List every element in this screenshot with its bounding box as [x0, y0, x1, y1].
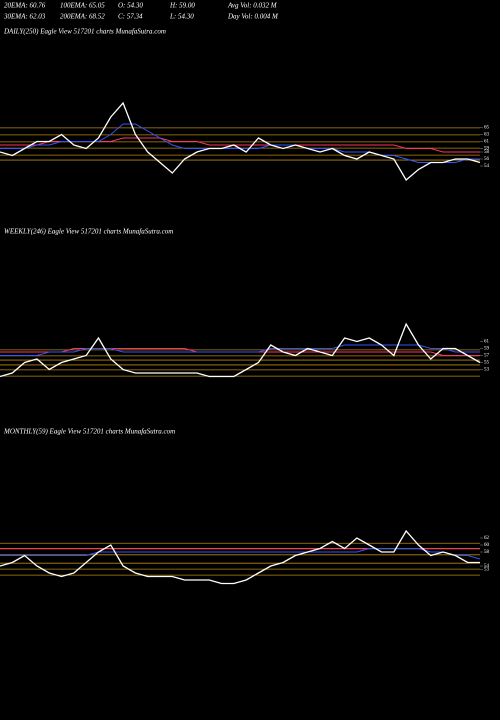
y-tick-label tick: 59 — [484, 347, 490, 352]
header-stat: C: 57.34 — [118, 13, 143, 21]
y-tick-label tick: 65 — [484, 126, 490, 131]
panel-title: MONTHLY(59) Eagle View 517201 charts Mun… — [3, 428, 175, 436]
series-line — [0, 548, 481, 560]
y-tick-label tick: 53 — [484, 568, 490, 573]
y-tick-label tick: 55 — [484, 361, 490, 366]
y-tick-label tick: 62 — [484, 536, 490, 541]
series-line — [0, 101, 481, 181]
panel-title: WEEKLY(246) Eagle View 517201 charts Mun… — [4, 228, 173, 236]
y-tick-label tick: 57 — [484, 354, 490, 359]
y-tick-label tick: 61 — [484, 340, 490, 345]
y-tick-label tick: 63 — [484, 133, 490, 138]
header-stat: L: 54.30 — [169, 13, 194, 21]
y-tick-label tick: 53 — [484, 368, 490, 373]
series-line — [0, 529, 480, 585]
y-tick-label tick: 58 — [484, 150, 490, 155]
y-tick-label tick: 59 — [484, 147, 490, 152]
series-line — [0, 322, 481, 378]
header-stat: H: 59.00 — [169, 2, 195, 10]
header-stat: 30EMA: 62.03 — [3, 13, 46, 21]
series-line — [0, 344, 480, 356]
y-tick-label tick: 60 — [484, 543, 490, 548]
y-tick-label tick: 54 — [484, 564, 490, 569]
header-stat: Day Vol: 0.004 M — [227, 13, 279, 21]
y-tick-label tick: 56 — [484, 157, 490, 162]
y-tick-label tick: 54 — [484, 164, 490, 169]
panel-title: DAILY(250) Eagle View 517201 charts Muna… — [3, 28, 166, 36]
header-stat: O: 54.30 — [118, 2, 143, 10]
y-tick-label tick: 58 — [484, 550, 490, 555]
y-tick-label tick: 61 — [484, 140, 490, 145]
header-stat: 100EMA: 65.05 — [60, 2, 105, 10]
header-stat: Avg Vol: 0.032 M — [227, 2, 278, 10]
header-stat: 20EMA: 60.76 — [4, 2, 46, 10]
header-stat: 200EMA: 68.52 — [60, 13, 105, 21]
